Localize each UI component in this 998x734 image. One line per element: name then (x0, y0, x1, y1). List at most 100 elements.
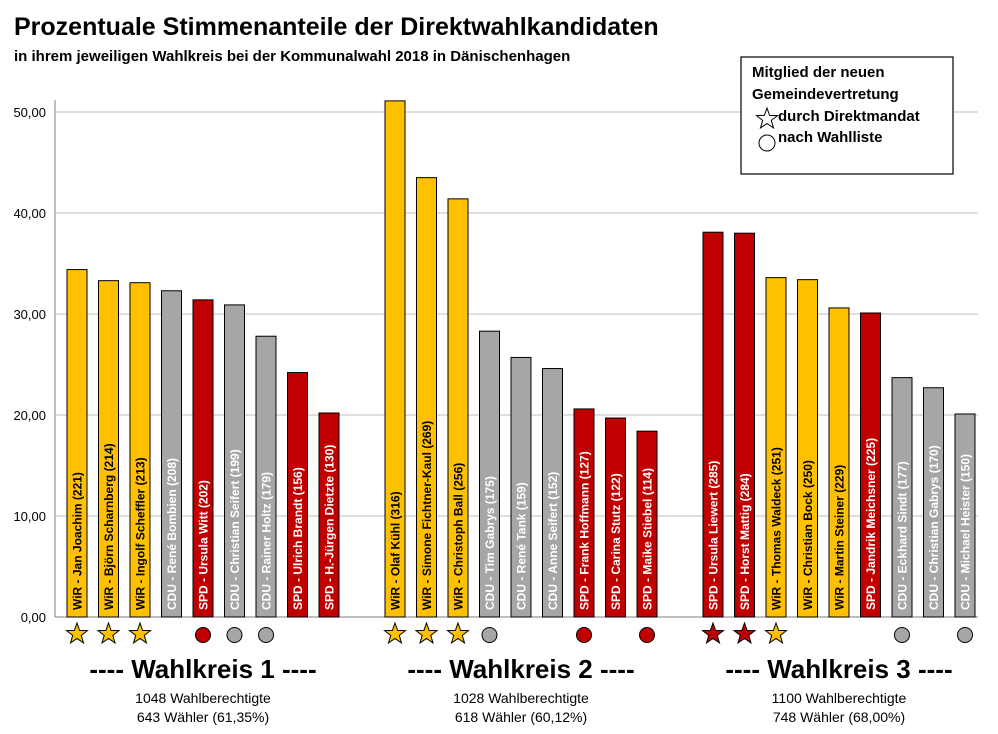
bar (734, 232, 755, 618)
star-marker (96, 621, 121, 645)
bar (860, 312, 881, 618)
legend-circle-label: nach Wahlliste (778, 129, 882, 146)
star-marker (65, 621, 89, 645)
bar (573, 408, 595, 618)
circle-marker (957, 627, 973, 643)
legend-title-line1: Mitglied der neuen (752, 64, 885, 81)
district-heading: ---- Wahlkreis 1 ---- (89, 654, 316, 684)
bar (702, 231, 724, 618)
bar-label: WiR - Martin Steiner (229) (833, 465, 847, 610)
bar-label: SPD - Ursula Liewert (285) (707, 461, 721, 610)
district-eligible: 1100 Wahlberechtigte (772, 690, 907, 706)
star-marker (732, 621, 757, 645)
bar-label: CDU - Eckhard Sindt (177) (896, 461, 910, 610)
legend-star-icon (755, 106, 779, 130)
bar (161, 290, 182, 618)
bar-label: SPD - Ulrich Brandt (156) (291, 467, 305, 610)
district-eligible: 1028 Wahlberechtigte (453, 690, 589, 706)
bar-label: SPD - Jandrik Meichsner (225) (864, 438, 878, 610)
bar-label: WiR - Thomas Waldeck (251) (770, 447, 784, 610)
district-voters: 748 Wähler (68,00%) (773, 709, 905, 725)
bar-label: CDU - René Bombien (208) (165, 458, 179, 610)
y-tick-label: 50,00 (13, 105, 46, 120)
bar (891, 377, 913, 618)
circle-marker (894, 627, 910, 643)
bar-label: CDU - Rainer Holtz (179) (260, 472, 274, 610)
circle-marker (639, 627, 655, 643)
bar (765, 277, 787, 618)
circle-marker (481, 627, 498, 643)
bar-label: CDU - Christian Seifert (199) (228, 449, 242, 610)
bar-label: WiR - Olaf Kühl (316) (389, 491, 403, 610)
bars: WiR - Jan Joachim (221) WiR - Björn Schar… (66, 100, 976, 618)
membership-markers (65, 621, 973, 645)
legend-circle-icon (758, 134, 776, 152)
bar (66, 269, 88, 618)
star-marker (701, 621, 725, 645)
star-marker (383, 621, 407, 645)
bar-label: SPD - Horst Mattig (284) (738, 473, 752, 610)
legend-title-line2: Gemeindevertretung (752, 86, 899, 103)
bar (923, 387, 944, 618)
district-eligible: 1048 Wahlberechtigte (135, 690, 271, 706)
star-marker (414, 621, 439, 645)
chart-title: Prozentuale Stimmenanteile der Direktwah… (14, 13, 659, 41)
star-marker (128, 621, 152, 645)
circle-marker (226, 627, 243, 643)
bar-label: WiR - Ingolf Scheffler (213) (134, 457, 148, 610)
chart-subtitle: in ihrem jeweiligen Wahlkreis bei der Ko… (14, 48, 570, 65)
y-tick-label: 0,00 (21, 610, 46, 625)
bar (605, 417, 626, 618)
bar (384, 100, 406, 618)
y-axis-ticks: 0,00 10,00 20,00 30,00 40,00 50,00 (13, 105, 46, 625)
bar-label: WiR - Jan Joachim (221) (71, 472, 85, 610)
bar-label: WiR - Simone Fichtner-Kaul (269) (420, 421, 434, 610)
bar (447, 198, 469, 618)
bar-label: CDU - Christian Gabrys (170) (927, 445, 941, 610)
y-tick-label: 10,00 (13, 509, 46, 524)
y-tick-label: 40,00 (13, 206, 46, 221)
district-heading: ---- Wahlkreis 2 ---- (407, 654, 634, 684)
circle-marker (258, 627, 274, 643)
bar-label: CDU - René Tank (159) (515, 482, 529, 610)
bar (224, 304, 245, 618)
bar (797, 279, 818, 618)
bar (542, 368, 563, 618)
bar-label: CDU - Michael Heister (150) (959, 454, 973, 610)
bar (954, 413, 976, 618)
bar-label: WiR - Christoph Ball (256) (452, 463, 466, 610)
bar (510, 356, 532, 618)
y-tick-label: 30,00 (13, 307, 46, 322)
bar (192, 299, 214, 618)
bar-label: WiR - Björn Scharnberg (214) (102, 443, 116, 610)
bar-label: SPD - H.-Jürgen Dietzte (130) (323, 445, 337, 610)
y-tick-label: 20,00 (13, 408, 46, 423)
bar-label: CDU - Anne Seifert (152) (546, 472, 560, 610)
legend: Mitglied der neuen Gemeindevertretung du… (740, 56, 954, 175)
bar-label: SPD - Carina Stutz (122) (609, 473, 623, 610)
district-voters: 643 Wähler (61,35%) (137, 709, 269, 725)
bar (255, 335, 277, 618)
bar-label: WiR - Christian Bock (250) (801, 460, 815, 610)
bar-label: SPD - Ursula Witt (202) (197, 480, 211, 610)
bar (416, 177, 437, 618)
star-marker (446, 621, 470, 645)
circle-marker (195, 627, 211, 643)
district-labels: ---- Wahlkreis 1 ---- 1048 Wahlberechtigt… (89, 654, 952, 725)
bar (318, 412, 340, 618)
bar (287, 372, 308, 618)
bar (636, 430, 658, 618)
district-heading: ---- Wahlkreis 3 ---- (725, 654, 952, 684)
bar (98, 280, 119, 618)
circle-marker (576, 627, 592, 643)
bar (129, 282, 151, 618)
bar-label: CDU - Tim Gabrys (175) (483, 476, 497, 610)
star-marker (764, 621, 788, 645)
district-voters: 618 Wähler (60,12%) (455, 709, 587, 725)
bar-label: SPD - Frank Hoffmann (127) (578, 451, 592, 610)
legend-star-label: durch Direktmandat (778, 108, 920, 125)
bar-label: SPD - Maike Stiebel (114) (641, 468, 655, 610)
bar (828, 307, 850, 618)
bar (479, 330, 500, 618)
